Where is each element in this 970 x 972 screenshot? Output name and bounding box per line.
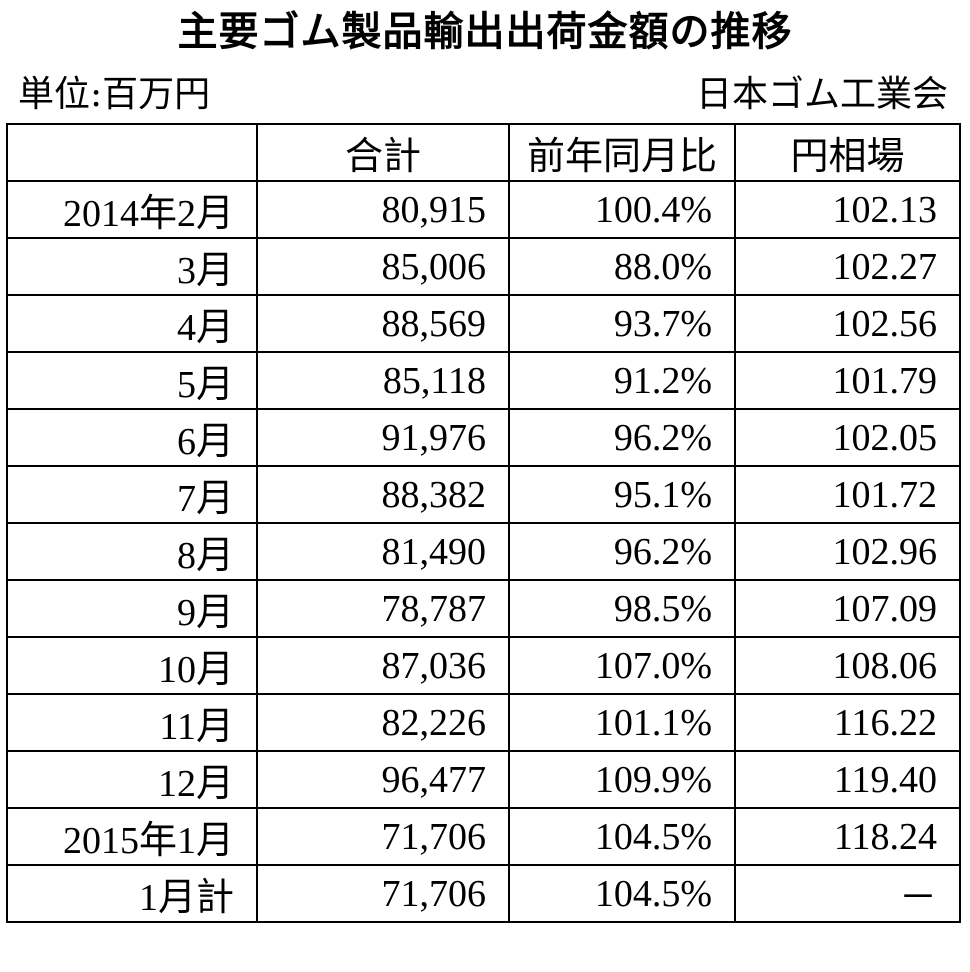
yoy-cell: 101.1% bbox=[508, 693, 736, 752]
table-row: 6月 91,976 96.2% 102.05 bbox=[6, 408, 961, 467]
table-row: 9月 78,787 98.5% 107.09 bbox=[6, 579, 961, 638]
table-row: 11月 82,226 101.1% 116.22 bbox=[6, 693, 961, 752]
table-row: 1月計 71,706 104.5% － bbox=[6, 864, 961, 923]
yen-rate-cell: 102.96 bbox=[734, 522, 961, 581]
yen-rate-cell: － bbox=[734, 864, 961, 923]
yen-rate-cell: 102.56 bbox=[734, 294, 961, 353]
yoy-cell: 96.2% bbox=[508, 522, 736, 581]
table-row: 4月 88,569 93.7% 102.56 bbox=[6, 294, 961, 353]
yoy-cell: 100.4% bbox=[508, 180, 736, 239]
yoy-cell: 95.1% bbox=[508, 465, 736, 524]
source-label: 日本ゴム工業会 bbox=[695, 74, 948, 115]
table-row: 8月 81,490 96.2% 102.96 bbox=[6, 522, 961, 581]
header-cell-yoy: 前年同月比 bbox=[508, 123, 736, 182]
yen-rate-cell: 107.09 bbox=[734, 579, 961, 638]
yen-rate-cell: 116.22 bbox=[734, 693, 961, 752]
total-cell: 88,382 bbox=[256, 465, 510, 524]
yoy-cell: 104.5% bbox=[508, 864, 736, 923]
yoy-cell: 93.7% bbox=[508, 294, 736, 353]
period-cell: 5月 bbox=[6, 351, 258, 410]
table-row: 3月 85,006 88.0% 102.27 bbox=[6, 237, 961, 296]
period-cell: 11月 bbox=[6, 693, 258, 752]
period-cell: 10月 bbox=[6, 636, 258, 695]
period-cell: 1月計 bbox=[6, 864, 258, 923]
total-cell: 85,118 bbox=[256, 351, 510, 410]
table-row: 7月 88,382 95.1% 101.72 bbox=[6, 465, 961, 524]
yen-rate-cell: 101.72 bbox=[734, 465, 961, 524]
yoy-cell: 88.0% bbox=[508, 237, 736, 296]
total-cell: 81,490 bbox=[256, 522, 510, 581]
export-data-table: 合計 前年同月比 円相場 2014年2月 80,915 100.4% 102.13 3月… bbox=[6, 123, 961, 923]
table-row: 12月 96,477 109.9% 119.40 bbox=[6, 750, 961, 809]
period-cell: 2014年2月 bbox=[6, 180, 258, 239]
table-row: 10月 87,036 107.0% 108.06 bbox=[6, 636, 961, 695]
page-title: 主要ゴム製品輸出出荷金額の推移 bbox=[177, 9, 793, 55]
table-row: 5月 85,118 91.2% 101.79 bbox=[6, 351, 961, 410]
period-cell: 6月 bbox=[6, 408, 258, 467]
total-cell: 78,787 bbox=[256, 579, 510, 638]
header-cell-total: 合計 bbox=[256, 123, 510, 182]
period-cell: 3月 bbox=[6, 237, 258, 296]
total-cell: 88,569 bbox=[256, 294, 510, 353]
header-cell-period bbox=[6, 123, 258, 182]
yen-rate-cell: 102.13 bbox=[734, 180, 961, 239]
table-body: 2014年2月 80,915 100.4% 102.13 3月 85,006 88.0% 10… bbox=[6, 180, 961, 923]
yoy-cell: 109.9% bbox=[508, 750, 736, 809]
total-cell: 71,706 bbox=[256, 807, 510, 866]
period-cell: 9月 bbox=[6, 579, 258, 638]
yen-rate-cell: 119.40 bbox=[734, 750, 961, 809]
yen-rate-cell: 101.79 bbox=[734, 351, 961, 410]
table-row: 2014年2月 80,915 100.4% 102.13 bbox=[6, 180, 961, 239]
total-cell: 96,477 bbox=[256, 750, 510, 809]
yen-rate-cell: 102.27 bbox=[734, 237, 961, 296]
total-cell: 82,226 bbox=[256, 693, 510, 752]
yoy-cell: 107.0% bbox=[508, 636, 736, 695]
total-cell: 80,915 bbox=[256, 180, 510, 239]
total-cell: 91,976 bbox=[256, 408, 510, 467]
yoy-cell: 96.2% bbox=[508, 408, 736, 467]
yen-rate-cell: 118.24 bbox=[734, 807, 961, 866]
total-cell: 87,036 bbox=[256, 636, 510, 695]
period-cell: 12月 bbox=[6, 750, 258, 809]
table-row: 2015年1月 71,706 104.5% 118.24 bbox=[6, 807, 961, 866]
yen-rate-cell: 108.06 bbox=[734, 636, 961, 695]
yoy-cell: 91.2% bbox=[508, 351, 736, 410]
period-cell: 4月 bbox=[6, 294, 258, 353]
yoy-cell: 98.5% bbox=[508, 579, 736, 638]
unit-label: 単位:百万円 bbox=[18, 74, 211, 115]
header-cell-yen-rate: 円相場 bbox=[734, 123, 961, 182]
total-cell: 85,006 bbox=[256, 237, 510, 296]
period-cell: 7月 bbox=[6, 465, 258, 524]
period-cell: 2015年1月 bbox=[6, 807, 258, 866]
period-cell: 8月 bbox=[6, 522, 258, 581]
yen-rate-cell: 102.05 bbox=[734, 408, 961, 467]
header-row: 合計 前年同月比 円相場 bbox=[6, 123, 961, 182]
yoy-cell: 104.5% bbox=[508, 807, 736, 866]
total-cell: 71,706 bbox=[256, 864, 510, 923]
